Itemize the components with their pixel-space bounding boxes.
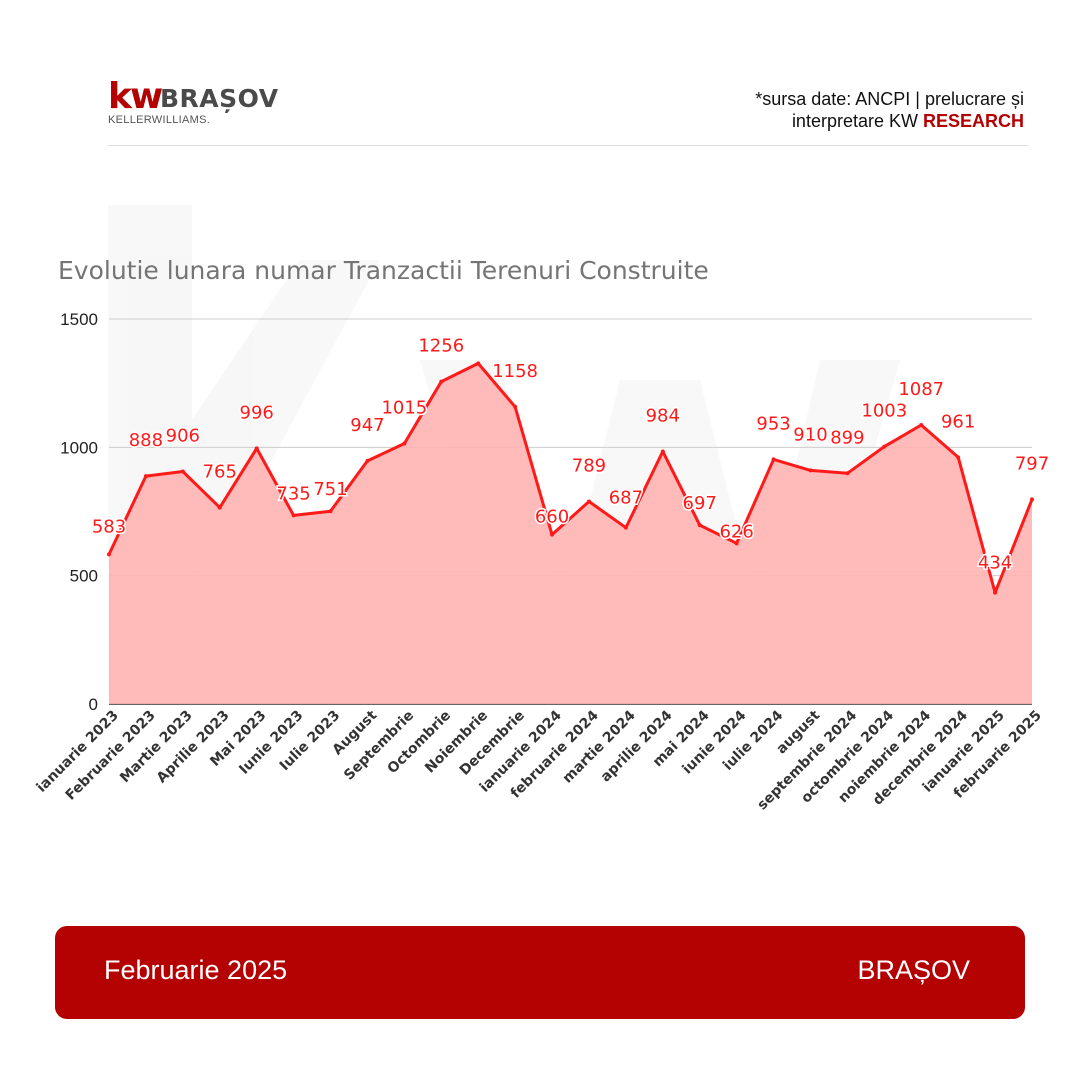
y-axis-ticks: 0 500 1000 1500 [60, 310, 98, 714]
source-line-1: *sursa date: ANCPI | prelucrare și [755, 89, 1024, 109]
data-label: 1003 [861, 401, 907, 422]
data-point [513, 404, 518, 409]
data-point [1030, 497, 1034, 502]
data-point [808, 468, 813, 473]
data-point [919, 423, 924, 428]
series-area [109, 363, 1032, 704]
data-label: 697 [683, 493, 717, 514]
footer-period: Februarie 2025 [104, 955, 288, 985]
data-point [845, 471, 850, 476]
data-point [586, 499, 591, 504]
data-label: 961 [941, 411, 975, 432]
y-tick-label: 1500 [60, 310, 98, 329]
source-line-2: interpretare KW RESEARCH [604, 110, 1024, 132]
data-label: 687 [609, 488, 643, 509]
y-tick-label: 1000 [60, 438, 98, 457]
footer-city: BRAȘOV [857, 955, 970, 985]
data-label: 899 [830, 427, 864, 448]
data-point [660, 449, 665, 454]
logo-subtitle: KELLERWILLIAMS. [108, 114, 211, 126]
data-point [882, 444, 887, 449]
data-point [956, 455, 961, 460]
data-label: 1158 [492, 361, 538, 382]
data-source-note: *sursa date: ANCPI | prelucrare și inter… [604, 88, 1024, 132]
data-point [328, 509, 333, 514]
data-label: 765 [203, 462, 237, 483]
transactions-chart: Evolutie lunara numar Tranzactii Terenur… [34, 205, 1051, 813]
data-label: 583 [92, 516, 126, 537]
data-label: 947 [350, 415, 384, 436]
data-label: 888 [129, 430, 163, 451]
data-point [143, 474, 148, 479]
data-label: 1256 [418, 336, 464, 357]
data-label: 751 [313, 479, 347, 500]
data-label: 953 [756, 413, 790, 434]
data-point [217, 505, 222, 510]
data-point [697, 523, 702, 528]
source-line-2-prefix: interpretare KW [791, 111, 923, 131]
data-points [107, 361, 1034, 595]
y-tick-label: 500 [70, 567, 98, 586]
header-divider [108, 145, 1028, 146]
data-point [993, 590, 998, 595]
logo-kw-mark: kw [108, 76, 163, 117]
data-label: 910 [793, 424, 827, 445]
data-point [476, 361, 481, 366]
data-point [180, 469, 185, 474]
data-label: 797 [1015, 453, 1049, 474]
data-label: 789 [572, 455, 606, 476]
data-label: 1015 [381, 397, 427, 418]
data-point [402, 441, 407, 446]
data-label: 906 [166, 425, 200, 446]
logo-city: BRAȘOV [160, 84, 279, 113]
data-label: 1087 [898, 379, 944, 400]
y-tick-label: 0 [89, 695, 98, 714]
data-label: 984 [646, 405, 680, 426]
chart-title: Evolutie lunara numar Tranzactii Terenur… [58, 256, 709, 285]
data-label: 660 [535, 507, 569, 528]
data-point [254, 446, 259, 451]
data-label: 434 [978, 553, 1012, 574]
data-point [734, 541, 739, 546]
data-point [771, 457, 776, 462]
data-point [291, 513, 296, 518]
data-point [623, 525, 628, 530]
series-line [107, 361, 1034, 595]
data-point [439, 379, 444, 384]
data-point [365, 458, 370, 463]
data-label: 626 [719, 521, 753, 542]
header: kw BRAȘOV KELLERWILLIAMS. *sursa date: A… [0, 0, 1080, 150]
footer-banner: Februarie 2025 BRAȘOV [55, 926, 1025, 1019]
data-label: 735 [276, 483, 310, 504]
data-label: 996 [240, 402, 274, 423]
source-research: RESEARCH [922, 111, 1024, 131]
data-point [550, 532, 555, 537]
data-point [107, 552, 111, 557]
